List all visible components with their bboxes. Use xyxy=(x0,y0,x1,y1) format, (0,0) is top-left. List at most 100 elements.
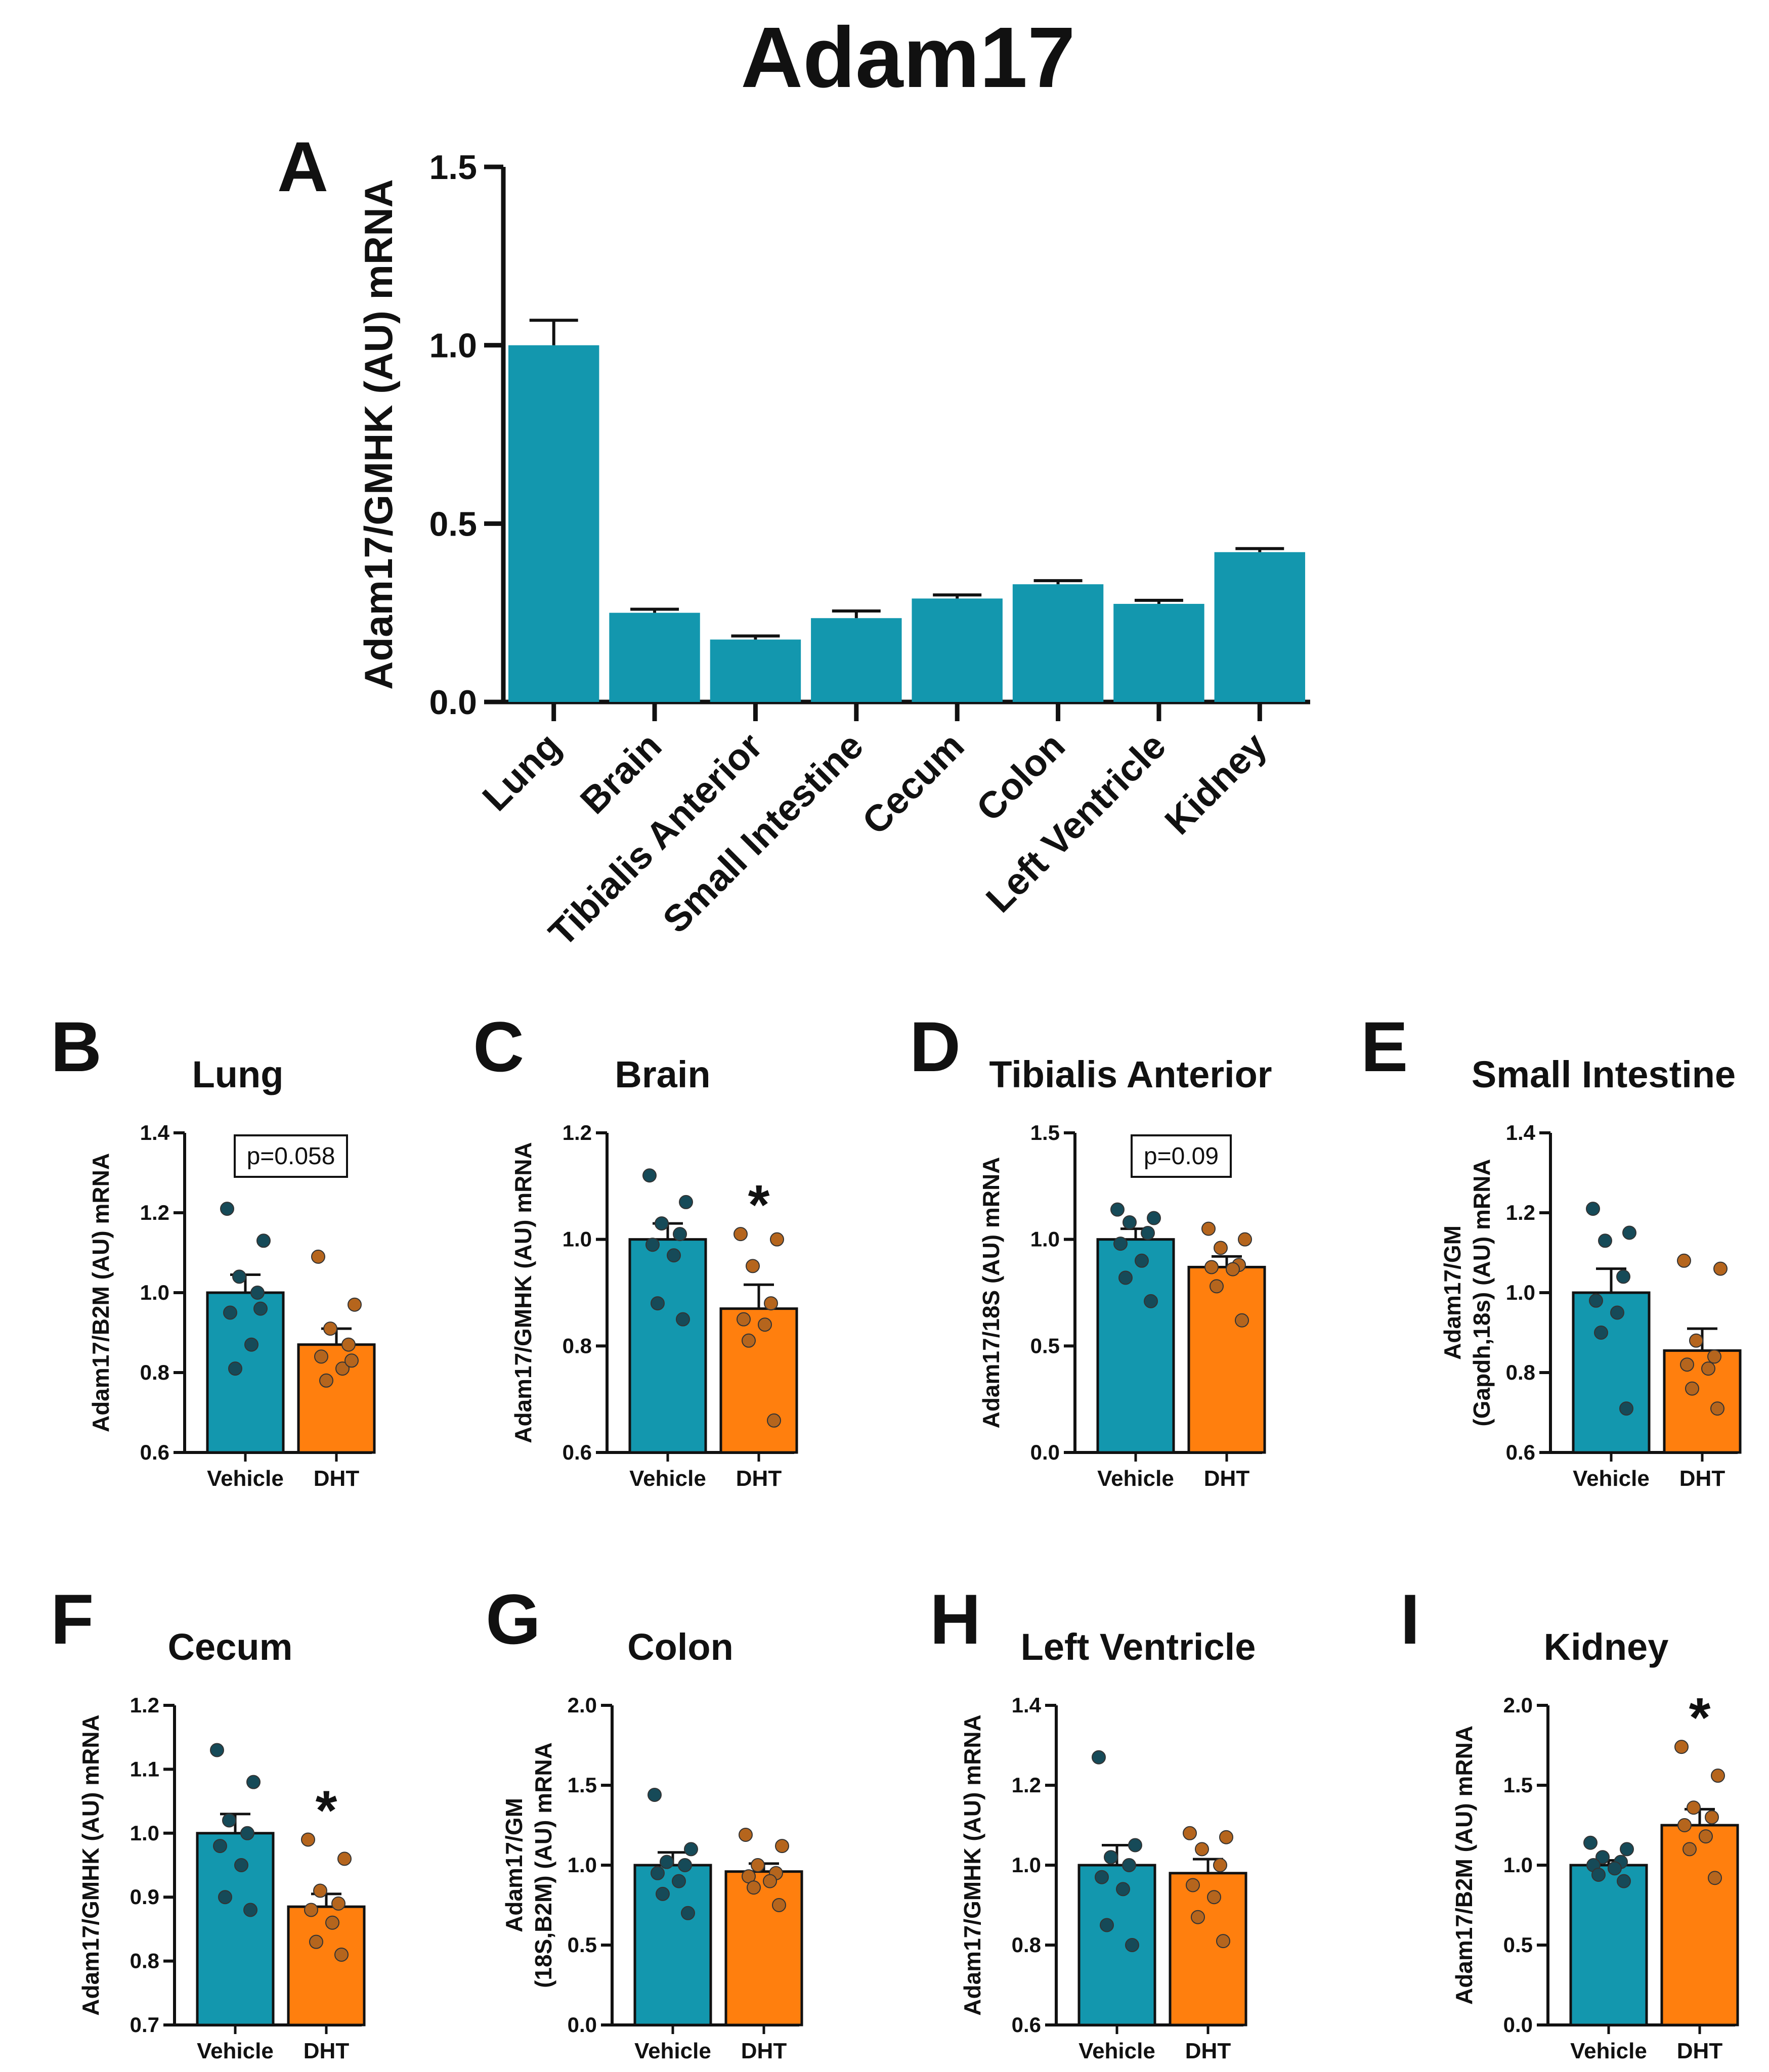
data-point xyxy=(739,1827,753,1842)
data-point xyxy=(348,1297,362,1312)
panel-title: Tibialis Anterior xyxy=(989,1053,1272,1095)
data-point xyxy=(751,1858,765,1872)
data-point xyxy=(1586,1202,1600,1216)
x-tick-label: Vehicle xyxy=(1573,1466,1650,1491)
data-point xyxy=(1677,1253,1691,1268)
panel-title: Colon xyxy=(627,1626,734,1668)
data-point xyxy=(1195,1842,1209,1857)
bar-vehicle xyxy=(206,1291,285,1454)
data-point xyxy=(1591,1867,1606,1882)
data-point xyxy=(1116,1882,1130,1897)
bar-left-ventricle xyxy=(1113,604,1204,702)
y-tick-label: 1.0 xyxy=(429,327,477,365)
data-point xyxy=(1617,1874,1631,1888)
data-point xyxy=(337,1851,352,1866)
y-tick-label: 1.0 xyxy=(1503,1853,1533,1877)
data-point xyxy=(1677,1818,1692,1832)
y-axis-label-line: Adam17/GM xyxy=(501,1798,527,1932)
data-point xyxy=(304,1903,318,1917)
data-point xyxy=(1214,1241,1228,1255)
data-point xyxy=(1219,1830,1233,1844)
data-point xyxy=(1701,1361,1715,1376)
data-point xyxy=(1711,1769,1725,1783)
data-point xyxy=(1135,1253,1149,1268)
panel-f: F Cecum 0.7 0.8 0.9 1.0 1.1 1.2 Adam17/GMHK (AU)… xyxy=(51,1579,366,2063)
y-tick-label: 1.4 xyxy=(1012,1693,1042,1717)
data-point xyxy=(1713,1261,1728,1276)
data-point xyxy=(1622,1225,1636,1240)
data-point xyxy=(1689,1333,1703,1348)
data-point xyxy=(1122,1858,1136,1872)
bar-vehicle xyxy=(1572,1291,1651,1454)
y-tick-label: 1.5 xyxy=(1030,1121,1060,1144)
bar-vehicle xyxy=(1096,1238,1175,1454)
data-point xyxy=(676,1312,690,1327)
data-point xyxy=(1226,1262,1240,1276)
bar-vehicle xyxy=(633,1864,712,2026)
panel-letter-i: I xyxy=(1400,1579,1420,1659)
bar-dht xyxy=(1187,1265,1266,1454)
y-axis-label-line: Adam17/B2M (AU) mRNA xyxy=(1451,1726,1477,2005)
panel-i: I Kidney 0.0 0.5 1.0 1.5 2.0 Adam17/B2M (AU) mR… xyxy=(1400,1579,1739,2063)
x-tick-label: Cecum xyxy=(854,725,972,843)
data-point xyxy=(319,1373,333,1388)
data-point xyxy=(746,1259,760,1273)
data-point xyxy=(213,1839,227,1854)
bar-tibialis-anterior xyxy=(710,639,801,702)
y-tick-label: 0.5 xyxy=(1030,1334,1060,1357)
panel-title: Small Intestine xyxy=(1472,1053,1736,1095)
data-point xyxy=(648,1787,662,1802)
data-point xyxy=(246,1775,261,1789)
data-point xyxy=(655,1216,669,1231)
bar-dht xyxy=(287,1905,366,2026)
x-tick-label: DHT xyxy=(741,2039,787,2063)
data-point xyxy=(253,1301,268,1316)
data-point xyxy=(656,1886,670,1901)
panel-a: A 0.0 0.5 1.0 1.5 Adam17/GMHK (AU) mRNA Lung Br… xyxy=(277,127,1310,954)
y-tick-label: 1.4 xyxy=(1506,1121,1536,1144)
data-point xyxy=(1595,1850,1610,1865)
x-tick-label: Vehicle xyxy=(1570,2039,1647,2063)
data-point xyxy=(243,1903,257,1917)
y-tick-label: 1.2 xyxy=(130,1693,159,1717)
p-value-box xyxy=(234,1134,348,1178)
data-point xyxy=(651,1296,665,1311)
data-point xyxy=(301,1832,315,1847)
bar-lung xyxy=(508,345,599,702)
panel-d: D Tibialis Anterior 0.0 0.5 1.0 1.5 Adam17/18S… xyxy=(910,1007,1272,1491)
bar-dht xyxy=(719,1307,798,1454)
data-point xyxy=(1204,1260,1219,1274)
y-tick-label: 0.9 xyxy=(130,1885,159,1909)
data-point xyxy=(334,1947,349,1962)
bar-cecum xyxy=(912,598,1003,702)
y-tick-label: 0.6 xyxy=(1012,2013,1041,2037)
y-tick-label: 2.0 xyxy=(568,1693,597,1717)
bar-vehicle xyxy=(628,1238,707,1454)
panel-e: E Small Intestine 0.6 0.8 1.0 1.2 1.4 Adam17/GM… xyxy=(1361,1007,1742,1491)
bar-colon xyxy=(1012,584,1104,702)
y-tick-label: 0.8 xyxy=(130,1949,159,1973)
y-tick-label: 0.0 xyxy=(429,683,477,722)
y-tick-label: 1.5 xyxy=(568,1773,597,1797)
panel-letter-e: E xyxy=(1361,1007,1408,1086)
data-point xyxy=(228,1361,242,1376)
data-point xyxy=(679,1195,693,1209)
y-tick-label: 0.5 xyxy=(1503,1933,1533,1957)
data-point xyxy=(1125,1938,1139,1952)
data-point xyxy=(256,1233,271,1248)
data-point xyxy=(1589,1293,1603,1308)
bar-dht xyxy=(724,1870,803,2026)
data-point xyxy=(1594,1326,1608,1340)
y-tick-label: 0.8 xyxy=(563,1334,592,1357)
data-point xyxy=(331,1896,346,1911)
data-point xyxy=(323,1321,337,1336)
data-point xyxy=(223,1305,237,1320)
data-point xyxy=(1216,1934,1230,1949)
panel-letter-d: D xyxy=(910,1007,961,1086)
data-point xyxy=(1705,1810,1719,1825)
y-tick-label: 0.5 xyxy=(568,1933,597,1957)
data-point xyxy=(1687,1800,1701,1815)
data-point xyxy=(1104,1850,1118,1865)
data-point xyxy=(250,1286,265,1300)
data-point xyxy=(672,1874,686,1888)
